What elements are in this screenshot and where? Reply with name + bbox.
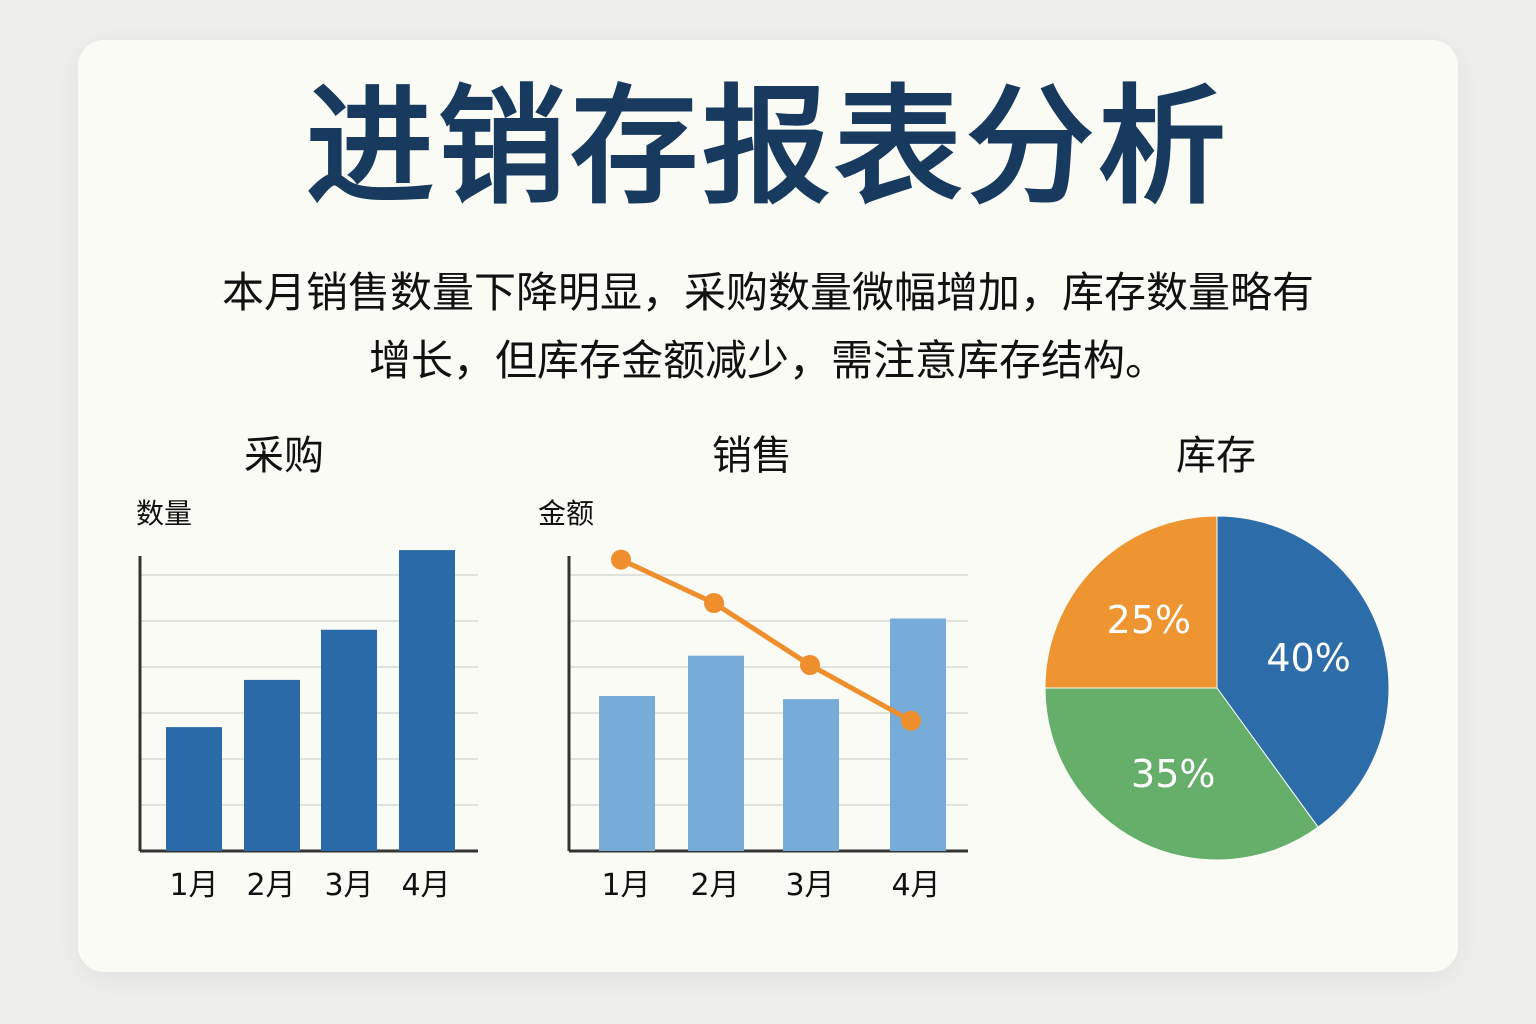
sales-trend-line xyxy=(619,557,913,723)
pie-slice-2 xyxy=(1044,687,1319,861)
sales-trend-point-2 xyxy=(704,593,724,613)
sales-trend-point-3 xyxy=(800,655,820,675)
page-title: 进销存报表分析 xyxy=(305,73,1230,222)
sales-bar-1 xyxy=(599,696,655,851)
purchase-x-tick-2: 2月 xyxy=(246,868,296,903)
purchase-bar-2 xyxy=(244,679,300,851)
pie-slice-3 xyxy=(1044,515,1218,689)
purchase-x-tick-1: 1月 xyxy=(169,868,219,903)
sales-trend-point-1 xyxy=(611,549,631,570)
purchase-bar-4 xyxy=(399,550,455,851)
sales-bar-3 xyxy=(783,699,839,851)
purchase-y-label: 数量 xyxy=(136,497,193,530)
sales-x-tick-3: 3月 xyxy=(785,868,835,903)
summary-line-2: 增长，但库存金额减少，需注意库存结构。 xyxy=(368,336,1167,385)
sales-y-label: 金额 xyxy=(538,497,595,530)
purchase-chart-title: 采购 xyxy=(244,433,324,479)
summary-line-1: 本月销售数量下降明显，采购数量微幅增加，库存数量略有 xyxy=(221,268,1314,317)
pie-slice-1 xyxy=(1216,515,1390,828)
pie-slice-label-2: 35% xyxy=(1131,752,1215,796)
sales-bar-2 xyxy=(688,655,744,851)
inventory-chart-title: 库存 xyxy=(1176,433,1256,479)
sales-x-tick-4: 4月 xyxy=(891,868,941,903)
pie-slice-label-3: 25% xyxy=(1107,598,1191,642)
purchase-bar-3 xyxy=(321,629,377,851)
sales-bar-4 xyxy=(890,618,946,851)
sales-x-tick-1: 1月 xyxy=(601,868,651,903)
purchase-bar-1 xyxy=(166,727,222,851)
sales-x-tick-2: 2月 xyxy=(690,868,740,903)
purchase-x-tick-4: 4月 xyxy=(401,868,451,903)
sales-trend-point-4 xyxy=(901,710,921,731)
pie-slice-label-1: 40% xyxy=(1266,636,1350,680)
sales-chart-title: 销售 xyxy=(712,433,792,479)
purchase-x-tick-3: 3月 xyxy=(324,868,374,903)
